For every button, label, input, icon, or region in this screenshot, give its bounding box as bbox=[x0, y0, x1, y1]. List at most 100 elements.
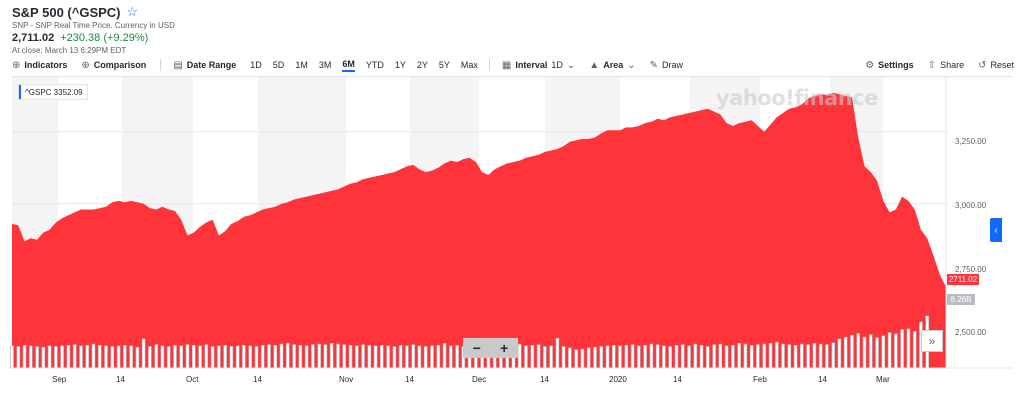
current-price-tag: 2711.02 bbox=[947, 274, 979, 285]
settings-label: Settings bbox=[878, 60, 914, 70]
volume-bar bbox=[530, 344, 535, 369]
quote-header: S&P 500 (^GSPC) ☆ SNP - SNP Real Time Pr… bbox=[12, 4, 175, 55]
volume-bar bbox=[329, 343, 334, 369]
volume-bar bbox=[386, 345, 390, 369]
price-change: +230.38 (+9.29%) bbox=[60, 32, 149, 44]
x-tick-label: 14 bbox=[673, 375, 682, 384]
close-note: At close: March 13 6:29PM EDT bbox=[12, 46, 127, 55]
volume-bar bbox=[894, 333, 898, 369]
range-2y[interactable]: 2Y bbox=[416, 60, 428, 70]
volume-bar bbox=[912, 331, 917, 369]
volume-bar bbox=[10, 345, 14, 369]
volume-bar bbox=[856, 332, 861, 369]
volume-bar bbox=[311, 344, 315, 369]
x-tick-label: Oct bbox=[186, 375, 199, 384]
reset-icon: ↺ bbox=[978, 59, 987, 71]
volume-bar bbox=[47, 345, 52, 369]
volume-bar bbox=[292, 344, 296, 369]
current-volume-tag: 8.26B bbox=[947, 294, 975, 305]
interval-dropdown[interactable]: ▦ Interval 1D ⌄ bbox=[502, 60, 575, 71]
volume-bar bbox=[875, 337, 879, 369]
volume-bar bbox=[141, 338, 146, 369]
side-panel-toggle[interactable]: ‹ bbox=[990, 218, 1002, 242]
quote-title-row: S&P 500 (^GSPC) ☆ bbox=[12, 4, 175, 20]
volume-bar bbox=[411, 344, 416, 369]
range-1d[interactable]: 1D bbox=[250, 60, 262, 70]
volume-bar bbox=[160, 345, 165, 369]
volume-bar bbox=[198, 345, 202, 369]
volume-bar bbox=[674, 344, 679, 369]
draw-button[interactable]: ✎ Draw bbox=[650, 60, 683, 71]
comparison-button[interactable]: ⊕ Comparison bbox=[81, 60, 146, 71]
y-tick-label: 2,500.00 bbox=[955, 328, 987, 337]
volume-bar bbox=[354, 345, 359, 369]
chart-top-border bbox=[12, 76, 1012, 77]
volume-bar bbox=[405, 345, 409, 369]
date-range-label: Date Range bbox=[186, 60, 237, 70]
x-tick-label: 14 bbox=[540, 375, 549, 384]
range-1y[interactable]: 1Y bbox=[394, 60, 406, 70]
zoom-controls: − + bbox=[463, 338, 518, 358]
jump-to-latest-button[interactable]: » bbox=[921, 330, 943, 352]
volume-bar bbox=[60, 345, 64, 369]
reset-button[interactable]: ↺ Reset bbox=[978, 60, 1014, 71]
range-max[interactable]: Max bbox=[460, 60, 478, 70]
current-price: 2,711.02 bbox=[12, 32, 55, 44]
range-3m[interactable]: 3M bbox=[318, 60, 332, 70]
volume-bar bbox=[799, 343, 804, 369]
volume-bar bbox=[756, 344, 760, 369]
volume-bar bbox=[41, 346, 46, 369]
volume-bar bbox=[367, 344, 372, 369]
volume-bar bbox=[22, 344, 27, 369]
volume-bar bbox=[273, 344, 278, 369]
range-5y[interactable]: 5Y bbox=[438, 60, 450, 70]
volume-bar bbox=[868, 334, 873, 369]
volume-bar bbox=[762, 343, 767, 369]
range-6m[interactable]: 6M bbox=[342, 59, 355, 72]
draw-label: Draw bbox=[662, 60, 684, 70]
volume-bar bbox=[787, 344, 792, 369]
volume-bar bbox=[342, 344, 347, 369]
zoom-out-button[interactable]: − bbox=[472, 340, 481, 356]
volume-bar bbox=[166, 346, 171, 369]
volume-bar bbox=[392, 346, 397, 369]
volume-bar bbox=[35, 346, 39, 369]
volume-bar bbox=[542, 346, 547, 369]
volume-bar bbox=[336, 343, 340, 369]
area-chart-icon: ▲ bbox=[589, 59, 600, 71]
x-tick-label: 14 bbox=[253, 375, 262, 384]
volume-bar bbox=[373, 345, 378, 369]
volume-bar bbox=[204, 344, 209, 369]
plus-circle-icon: ⊕ bbox=[81, 59, 90, 71]
indicators-button[interactable]: ⊕ Indicators bbox=[12, 60, 67, 71]
range-1m[interactable]: 1M bbox=[295, 60, 308, 70]
volume-bar bbox=[361, 344, 365, 369]
chart-type-dropdown[interactable]: ▲ Area ⌄ bbox=[589, 60, 635, 71]
volume-bar bbox=[217, 345, 221, 369]
date-range-button[interactable]: ▤ Date Range bbox=[173, 60, 236, 71]
chart-toolbar: ⊕ Indicators ⊕ Comparison ▤ Date Range 1D 5… bbox=[12, 56, 1014, 74]
star-icon[interactable]: ☆ bbox=[126, 4, 139, 19]
zoom-in-button[interactable]: + bbox=[500, 340, 509, 356]
volume-bar bbox=[173, 344, 177, 369]
range-ytd[interactable]: YTD bbox=[365, 60, 384, 70]
price-area bbox=[12, 92, 946, 369]
volume-bar bbox=[229, 346, 234, 369]
volume-bar bbox=[16, 346, 21, 369]
x-tick-label: Sep bbox=[52, 375, 67, 384]
volume-bar bbox=[599, 346, 604, 369]
gear-icon: ⚙ bbox=[865, 59, 875, 71]
range-5d[interactable]: 5D bbox=[272, 60, 285, 70]
volume-bar bbox=[862, 336, 867, 369]
volume-bar bbox=[712, 344, 716, 369]
series-legend[interactable]: ^GSPC 3352.09 bbox=[18, 84, 88, 100]
volume-bar bbox=[649, 343, 654, 369]
volume-bar bbox=[455, 344, 459, 369]
volume-bar bbox=[129, 345, 133, 369]
settings-button[interactable]: ⚙ Settings bbox=[865, 60, 913, 71]
share-button[interactable]: ⇧ Share bbox=[928, 60, 964, 71]
volume-bar bbox=[223, 344, 227, 369]
plus-circle-icon: ⊕ bbox=[12, 59, 21, 71]
interval-icon: ▦ bbox=[501, 59, 512, 71]
